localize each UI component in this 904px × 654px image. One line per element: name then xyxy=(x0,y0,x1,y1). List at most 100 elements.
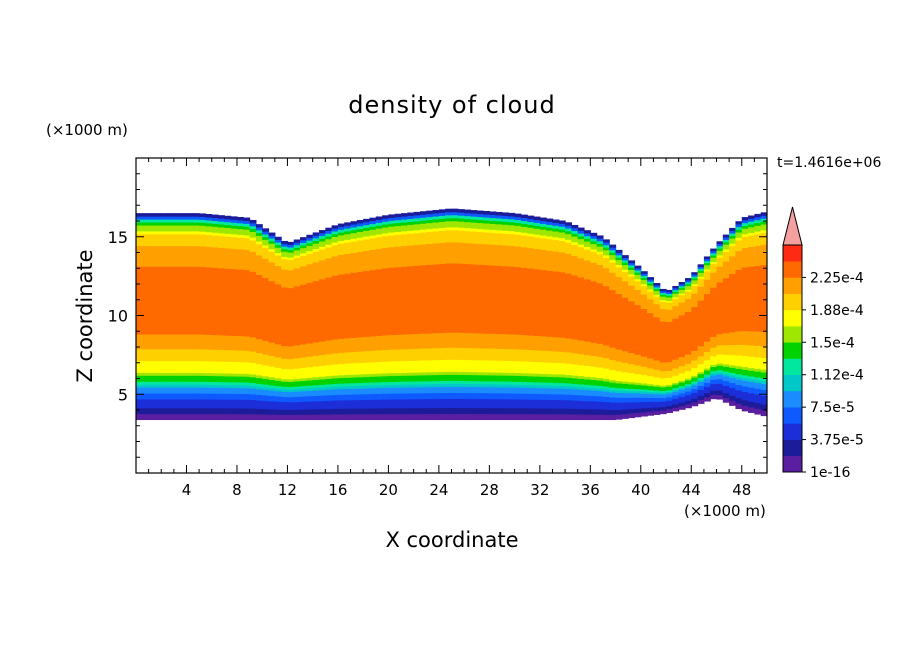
density-cell xyxy=(401,257,408,261)
density-cell xyxy=(546,336,554,340)
density-cell xyxy=(451,265,459,270)
density-cell xyxy=(464,254,472,259)
density-cell xyxy=(407,401,415,406)
density-cell xyxy=(142,272,150,276)
density-cell xyxy=(230,291,238,296)
density-cell xyxy=(382,355,389,359)
density-cell xyxy=(293,301,301,305)
density-cell xyxy=(192,310,200,314)
density-cell xyxy=(350,399,358,404)
density-cell xyxy=(495,348,503,352)
density-cell xyxy=(154,339,162,344)
density-cell xyxy=(476,362,484,367)
density-cell xyxy=(394,301,402,306)
density-cell xyxy=(558,348,566,352)
density-cell xyxy=(136,336,143,341)
density-cell xyxy=(331,375,339,379)
density-cell xyxy=(501,360,509,364)
density-cell xyxy=(514,387,522,391)
density-cell xyxy=(432,413,440,418)
density-cell xyxy=(464,323,472,328)
density-cell xyxy=(180,221,188,226)
density-cell xyxy=(293,380,301,385)
density-cell xyxy=(350,280,358,285)
density-cell xyxy=(192,286,200,291)
density-cell xyxy=(356,294,364,298)
density-cell xyxy=(558,314,566,318)
density-cell xyxy=(495,339,503,343)
density-cell xyxy=(451,374,459,378)
density-cell xyxy=(211,325,219,330)
density-cell xyxy=(375,271,383,276)
density-cell xyxy=(293,267,301,271)
density-cell xyxy=(180,316,188,320)
density-cell xyxy=(167,392,175,397)
density-cell xyxy=(501,218,509,222)
density-cell xyxy=(306,321,314,326)
density-cell xyxy=(451,274,459,279)
density-cell xyxy=(571,394,579,398)
density-cell xyxy=(394,251,402,256)
density-cell xyxy=(413,265,421,269)
density-cell xyxy=(236,358,244,363)
density-cell xyxy=(539,260,547,265)
density-cell xyxy=(173,254,181,258)
density-cell xyxy=(173,227,181,232)
density-cell xyxy=(318,405,326,410)
density-cell xyxy=(438,326,446,330)
density-cell xyxy=(369,278,377,282)
density-cell xyxy=(325,405,333,410)
density-cell xyxy=(419,300,427,305)
density-cell xyxy=(533,318,541,322)
density-cell xyxy=(401,245,408,250)
density-cell xyxy=(186,342,194,347)
density-cell xyxy=(432,230,440,235)
density-cell xyxy=(552,379,560,383)
density-cell xyxy=(205,328,213,332)
density-cell xyxy=(255,344,263,348)
density-cell xyxy=(350,368,358,372)
density-cell xyxy=(281,320,289,324)
density-cell xyxy=(255,358,263,362)
density-cell xyxy=(331,361,339,365)
density-cell xyxy=(224,236,232,240)
density-cell xyxy=(287,381,295,385)
density-cell xyxy=(262,307,270,311)
density-cell xyxy=(287,368,295,372)
density-cell xyxy=(438,359,446,364)
density-cell xyxy=(382,337,389,342)
density-cell xyxy=(369,249,377,253)
density-cell xyxy=(464,287,472,292)
density-cell xyxy=(249,268,257,272)
density-cell xyxy=(192,266,200,270)
density-cell xyxy=(401,401,408,406)
density-cell xyxy=(167,236,175,241)
density-cell xyxy=(180,248,188,253)
density-cell xyxy=(192,263,200,267)
density-cell xyxy=(306,356,314,360)
density-cell xyxy=(192,233,200,238)
density-cell xyxy=(287,323,295,327)
density-cell xyxy=(300,349,307,353)
density-cell xyxy=(476,356,484,361)
density-cell xyxy=(211,375,219,380)
density-cell xyxy=(325,364,333,368)
density-cell xyxy=(142,298,150,303)
density-cell xyxy=(211,314,219,318)
density-cell xyxy=(136,254,143,258)
density-cell xyxy=(268,411,276,415)
density-cell xyxy=(281,401,289,405)
density-cell xyxy=(558,226,566,230)
density-cell xyxy=(546,218,554,223)
density-cell xyxy=(243,257,251,262)
density-cell xyxy=(173,384,181,388)
density-cell xyxy=(268,387,276,391)
density-cell xyxy=(514,357,522,362)
density-cell xyxy=(186,384,194,388)
density-cell xyxy=(318,273,326,277)
density-cell xyxy=(249,325,257,329)
density-cell xyxy=(375,286,383,290)
density-cell xyxy=(432,320,440,325)
density-cell xyxy=(419,294,427,299)
density-cell xyxy=(413,395,421,400)
